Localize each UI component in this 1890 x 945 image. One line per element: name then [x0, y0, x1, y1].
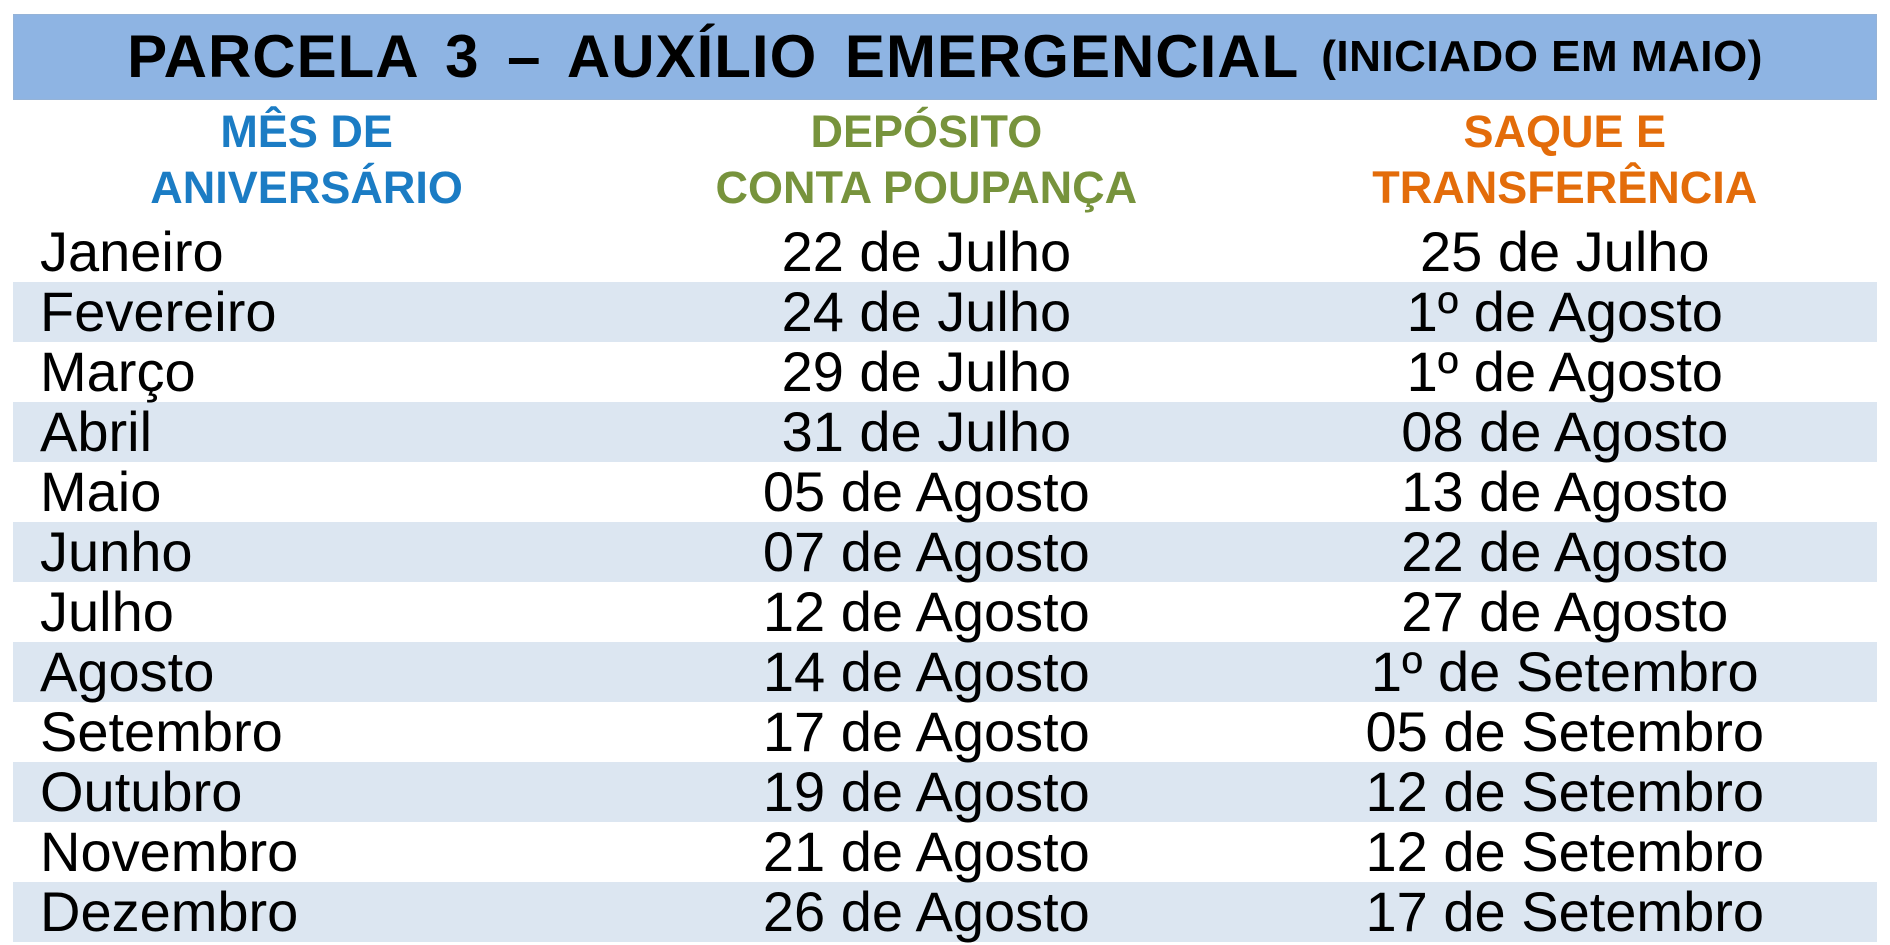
month-cell: Abril — [40, 400, 153, 463]
table-header: MÊS DE ANIVERSÁRIO DEPÓSITO CONTA POUPAN… — [13, 100, 1877, 222]
deposit-cell: 19 de Agosto — [762, 760, 1090, 823]
deposit-cell: 14 de Agosto — [762, 640, 1090, 703]
withdrawal-cell: 05 de Setembro — [1365, 700, 1765, 763]
withdrawal-cell: 1º de Setembro — [1370, 640, 1759, 703]
header-row: MÊS DE ANIVERSÁRIO DEPÓSITO CONTA POUPAN… — [13, 100, 1877, 222]
deposit-cell: 12 de Agosto — [762, 580, 1090, 643]
table-row: Maio 05 de Agosto 13 de Agosto — [13, 462, 1877, 522]
month-cell: Fevereiro — [40, 280, 277, 343]
deposit-cell: 26 de Agosto — [762, 880, 1090, 943]
month-cell: Dezembro — [40, 880, 299, 943]
month-cell: Junho — [40, 520, 193, 583]
month-cell: Maio — [40, 460, 162, 523]
month-cell: Julho — [40, 580, 174, 643]
column-header-withdrawal: SAQUE E TRANSFERÊNCIA — [1372, 106, 1758, 213]
deposit-cell: 07 de Agosto — [762, 520, 1090, 583]
withdrawal-cell: 1º de Agosto — [1406, 280, 1723, 343]
deposit-cell: 21 de Agosto — [762, 820, 1090, 883]
table-row: Janeiro 22 de Julho 25 de Julho — [13, 222, 1877, 282]
withdrawal-cell: 12 de Setembro — [1365, 820, 1765, 883]
table-row: Novembro 21 de Agosto 12 de Setembro — [13, 822, 1877, 882]
month-cell: Novembro — [40, 820, 299, 883]
table-row: Dezembro 26 de Agosto 17 de Setembro — [13, 882, 1877, 942]
month-cell: Setembro — [40, 700, 283, 763]
page-title-note: (INICIADO EM MAIO) — [1321, 32, 1763, 81]
withdrawal-cell: 08 de Agosto — [1401, 400, 1729, 463]
title-bar: PARCELA 3 – AUXÍLIO EMERGENCIAL (INICIAD… — [13, 14, 1877, 100]
column-header-deposit: DEPÓSITO CONTA POUPANÇA — [715, 106, 1138, 213]
withdrawal-cell: 27 de Agosto — [1401, 580, 1729, 643]
deposit-cell: 17 de Agosto — [762, 700, 1090, 763]
table-row: Outubro 19 de Agosto 12 de Setembro — [13, 762, 1877, 822]
withdrawal-cell: 17 de Setembro — [1365, 880, 1765, 943]
table-row: Abril 31 de Julho 08 de Agosto — [13, 402, 1877, 462]
page-title: PARCELA 3 – AUXÍLIO EMERGENCIAL — [127, 23, 1300, 90]
table-row: Agosto 14 de Agosto 1º de Setembro — [13, 642, 1877, 702]
withdrawal-cell: 13 de Agosto — [1401, 460, 1729, 523]
table-body: Janeiro 22 de Julho 25 de Julho Fevereir… — [13, 222, 1877, 942]
column-header-birth-month: MÊS DE ANIVERSÁRIO — [150, 106, 463, 213]
month-cell: Outubro — [40, 760, 243, 823]
deposit-cell: 24 de Julho — [781, 280, 1072, 343]
table-row: Julho 12 de Agosto 27 de Agosto — [13, 582, 1877, 642]
withdrawal-cell: 22 de Agosto — [1401, 520, 1729, 583]
month-cell: Agosto — [40, 640, 215, 703]
table-row: Junho 07 de Agosto 22 de Agosto — [13, 522, 1877, 582]
deposit-cell: 22 de Julho — [781, 220, 1072, 283]
deposit-cell: 31 de Julho — [781, 400, 1072, 463]
month-cell: Janeiro — [40, 220, 224, 283]
month-cell: Março — [40, 340, 196, 403]
withdrawal-cell: 1º de Agosto — [1406, 340, 1723, 403]
deposit-cell: 29 de Julho — [781, 340, 1072, 403]
withdrawal-cell: 12 de Setembro — [1365, 760, 1765, 823]
payment-schedule-table: MÊS DE ANIVERSÁRIO DEPÓSITO CONTA POUPAN… — [13, 100, 1877, 942]
table-row: Março 29 de Julho 1º de Agosto — [13, 342, 1877, 402]
table-row: Fevereiro 24 de Julho 1º de Agosto — [13, 282, 1877, 342]
withdrawal-cell: 25 de Julho — [1419, 220, 1710, 283]
deposit-cell: 05 de Agosto — [762, 460, 1090, 523]
table-row: Setembro 17 de Agosto 05 de Setembro — [13, 702, 1877, 762]
